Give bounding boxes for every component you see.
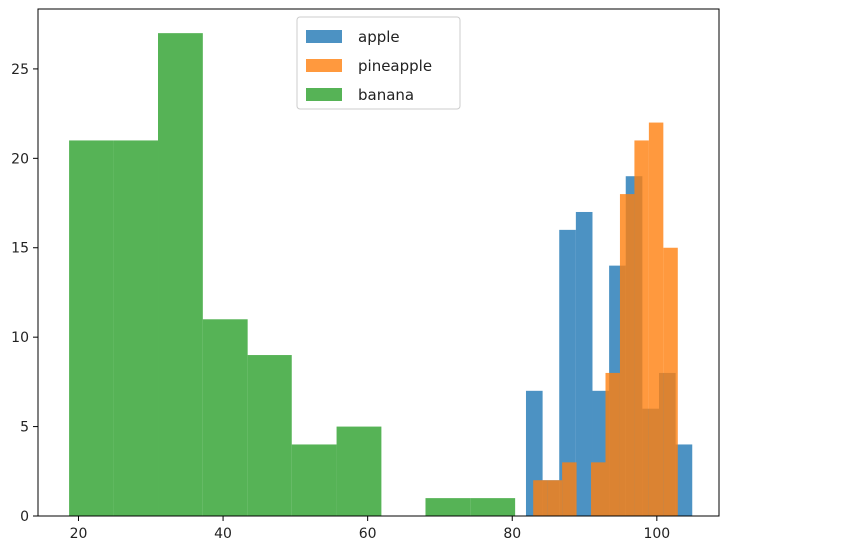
bar-pineapple-0 [533,480,548,516]
bars-layer [69,33,693,517]
bar-pineapple-5 [605,372,620,516]
bar-apple-9 [675,444,693,516]
bar-banana-6 [336,426,382,516]
legend-swatch-pineapple [306,59,342,72]
bar-pineapple-4 [591,462,606,516]
y-tick-label: 10 [11,330,29,346]
x-axis-ticks: 20 40 60 80 100 [70,516,670,542]
legend-label-apple: apple [358,28,400,46]
bar-pineapple-8 [648,122,664,516]
legend: apple pineapple banana [296,16,461,110]
bar-apple-2 [559,229,576,516]
y-axis-ticks: 0 5 10 15 20 25 [11,62,38,525]
x-tick-label: 80 [503,526,521,542]
bar-banana-9 [470,498,516,516]
y-tick-label: 0 [20,509,29,525]
bar-banana-3 [202,319,248,516]
bar-apple-3 [575,211,593,517]
y-tick-label: 20 [11,151,29,167]
x-tick-label: 60 [359,526,377,542]
bar-banana-5 [291,444,337,516]
bar-pineapple-7 [634,140,649,516]
bar-banana-8 [425,498,471,516]
bar-pineapple-2 [562,462,577,516]
bar-pineapple-1 [547,480,563,516]
bar-banana-4 [247,355,292,516]
y-tick-label: 25 [11,62,29,78]
legend-swatch-apple [306,30,342,43]
x-tick-label: 100 [643,526,670,542]
bar-banana-0 [69,140,114,516]
legend-label-banana: banana [358,86,414,104]
x-tick-label: 40 [214,526,232,542]
x-tick-label: 20 [70,526,88,542]
legend-label-pineapple: pineapple [358,57,432,75]
axes-frame [37,8,720,517]
bar-banana-2 [158,33,203,517]
bar-pineapple-6 [619,194,635,516]
y-tick-label: 15 [11,241,29,257]
bar-banana-1 [113,140,159,516]
bar-pineapple-9 [663,247,678,516]
y-tick-label: 5 [20,420,29,436]
legend-swatch-banana [306,88,342,101]
